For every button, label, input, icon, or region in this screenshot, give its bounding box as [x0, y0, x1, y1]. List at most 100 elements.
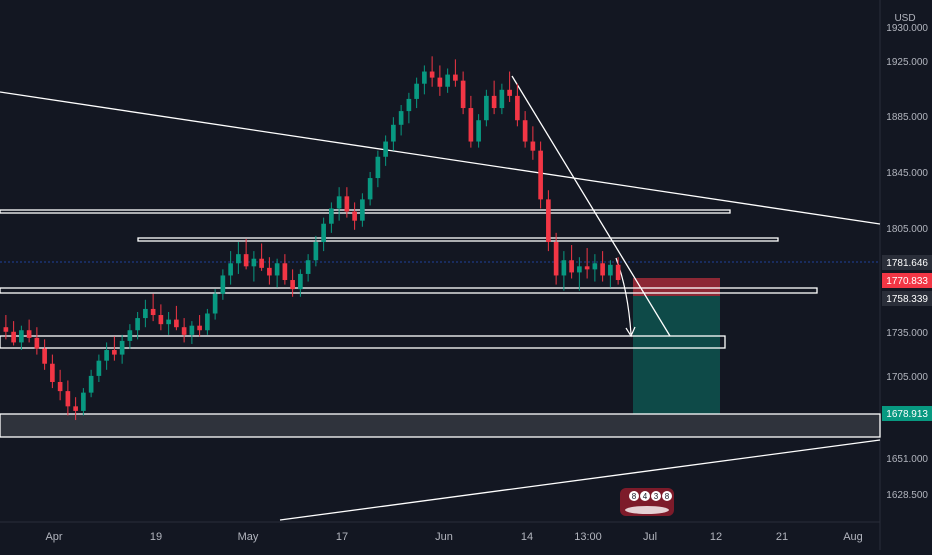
candle-body — [383, 141, 388, 157]
price-badge-bg — [882, 291, 932, 306]
support-box-1[interactable] — [0, 287, 818, 294]
candle-body — [445, 74, 450, 87]
price-tick-label: 1651.000 — [886, 454, 928, 465]
candle-body — [135, 318, 140, 331]
candle-body — [375, 156, 381, 179]
candle-body — [104, 350, 109, 361]
time-tick-label: 19 — [150, 531, 162, 543]
candle-body — [220, 275, 226, 294]
candle-body — [274, 263, 280, 276]
watermark-digit: 8 — [632, 492, 637, 501]
candle-body — [34, 337, 40, 349]
candle-body — [329, 208, 334, 224]
candle-body — [515, 95, 520, 121]
price-badge-bg — [882, 273, 932, 288]
candle-body — [112, 350, 117, 355]
price-tick-label: 1735.000 — [886, 328, 928, 339]
candle-body — [150, 308, 156, 316]
candle-body — [561, 260, 567, 276]
candle-body — [96, 360, 102, 376]
candle-body — [290, 280, 295, 290]
candle-body — [538, 150, 543, 200]
price-badge-target: 1678.913 — [886, 409, 928, 420]
candle-body — [522, 120, 528, 142]
candle-body — [298, 273, 303, 290]
candle-body — [460, 80, 466, 109]
price-tick-label: 1628.500 — [886, 490, 928, 501]
candle-body — [212, 293, 218, 314]
candle-body — [50, 363, 55, 382]
candle-body — [19, 330, 24, 343]
candle-body — [577, 266, 582, 273]
candle-body — [88, 375, 94, 393]
time-tick-label: Apr — [45, 531, 62, 543]
candle-body — [352, 211, 357, 221]
candle-body — [65, 391, 71, 407]
stop-loss-zone[interactable] — [633, 278, 720, 296]
candle-body — [73, 406, 78, 411]
candles-group — [3, 56, 621, 421]
candle-body — [360, 199, 365, 221]
candle-body — [251, 258, 257, 267]
demand-zone[interactable] — [0, 413, 881, 438]
candle-body — [26, 330, 32, 338]
take-profit-zone[interactable] — [633, 296, 720, 414]
candle-body — [189, 325, 195, 335]
candle-body — [530, 141, 536, 151]
candle-body — [305, 260, 311, 274]
candle-body — [367, 178, 373, 200]
candle-body — [507, 89, 512, 96]
candle-body — [569, 260, 574, 273]
candle-body — [321, 223, 326, 242]
candle-body — [267, 267, 272, 276]
price-badge-level: 1758.339 — [886, 294, 928, 305]
time-tick-label: 13:00 — [574, 531, 602, 543]
candle-body — [243, 254, 249, 267]
candle-body — [3, 327, 9, 332]
candle-body — [429, 71, 435, 78]
candle-body — [205, 313, 210, 331]
currency-label: USD — [894, 13, 915, 24]
candle-body — [615, 264, 621, 281]
resistance-box-2[interactable] — [137, 237, 779, 242]
candle-body — [119, 340, 125, 355]
time-tick-label: 14 — [521, 531, 533, 543]
descending-trendline[interactable] — [0, 91, 881, 225]
candle-body — [406, 98, 412, 112]
candle-body — [553, 241, 559, 276]
arrow-head-icon — [625, 326, 636, 338]
candle-body — [259, 258, 264, 268]
candle-body — [344, 196, 350, 212]
support-box-2[interactable] — [0, 335, 726, 349]
watermark-digit: 8 — [665, 492, 670, 501]
candle-body — [608, 264, 613, 276]
candle-body — [81, 392, 86, 411]
price-badge-entry: 1770.833 — [886, 276, 928, 287]
candle-body — [11, 331, 16, 343]
price-badge-last: 1781.646 — [886, 258, 928, 269]
candle-body — [174, 319, 179, 328]
candle-body — [422, 71, 427, 84]
steep-trendline[interactable] — [511, 75, 671, 337]
candle-body — [57, 381, 63, 392]
time-tick-label: Aug — [843, 531, 863, 543]
candle-body — [282, 263, 288, 281]
candle-body — [127, 330, 133, 341]
candle-body — [476, 120, 481, 142]
candle-body — [484, 95, 489, 121]
candle-body — [158, 315, 164, 325]
resistance-box-1[interactable] — [0, 209, 731, 214]
price-tick-label: 1705.000 — [886, 372, 928, 383]
candle-body — [228, 263, 233, 276]
ascending-trendline[interactable] — [279, 439, 881, 521]
time-tick-label: May — [238, 531, 259, 543]
candle-body — [491, 95, 497, 109]
time-tick-label: Jul — [643, 531, 657, 543]
watermark-badge: 8 4 3 8 — [620, 488, 674, 516]
time-tick-label: 17 — [336, 531, 348, 543]
candle-body — [42, 348, 47, 364]
watermark-digit: 4 — [643, 492, 648, 501]
candle-body — [313, 241, 319, 261]
